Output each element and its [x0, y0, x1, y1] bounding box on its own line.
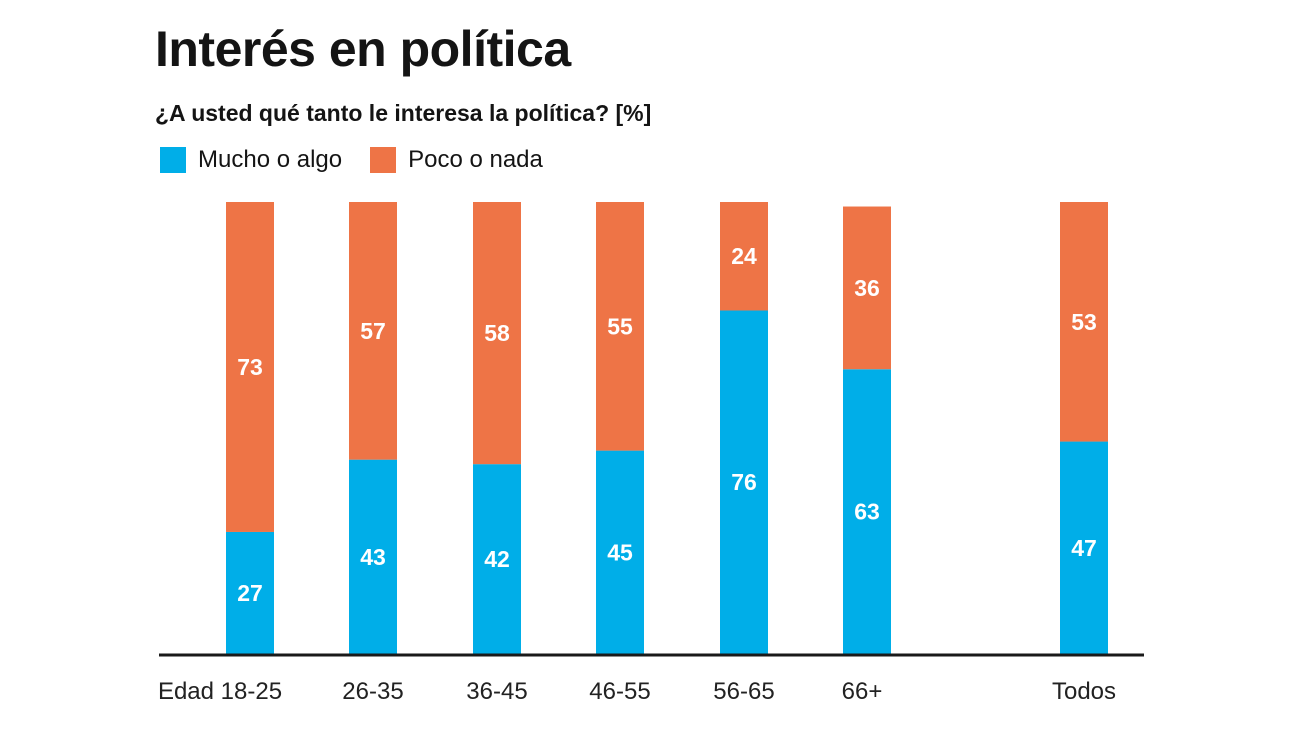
legend-label-mucho-o-algo: Mucho o algo: [198, 146, 343, 173]
data-label-poco-o-nada-1: 57: [360, 318, 386, 344]
data-label-poco-o-nada-3: 55: [607, 313, 633, 339]
legend-swatch-poco-o-nada: [370, 147, 397, 173]
bar-poco-o-nada-5: [843, 206, 891, 370]
data-label-poco-o-nada-0: 73: [237, 354, 263, 380]
legend-swatch-mucho-o-algo: [160, 147, 186, 173]
x-tick-label-1: 26-35: [342, 678, 403, 705]
x-tick-label-6: Todos: [1052, 678, 1116, 705]
bar-mucho-o-algo-4: [720, 310, 768, 654]
x-tick-label-0: Edad 18-25: [158, 678, 282, 705]
data-label-mucho-o-algo-2: 42: [484, 546, 510, 572]
bar-poco-o-nada-3: [596, 202, 644, 451]
chart-subtitle: ¿A usted qué tanto le interesa la políti…: [155, 100, 652, 126]
data-label-mucho-o-algo-0: 27: [237, 580, 263, 606]
bar-poco-o-nada-2: [473, 202, 521, 465]
data-label-poco-o-nada-2: 58: [484, 320, 510, 346]
bar-poco-o-nada-0: [226, 202, 274, 532]
data-label-mucho-o-algo-4: 76: [731, 469, 757, 495]
x-tick-label-4: 56-65: [713, 678, 774, 705]
bar-mucho-o-algo-5: [843, 369, 891, 654]
bar-mucho-o-algo-6: [1060, 441, 1108, 654]
bar-poco-o-nada-1: [349, 202, 397, 460]
x-tick-label-5: 66+: [842, 678, 883, 705]
data-label-poco-o-nada-6: 53: [1071, 309, 1097, 335]
data-label-mucho-o-algo-5: 63: [854, 499, 880, 525]
data-label-mucho-o-algo-6: 47: [1071, 535, 1097, 561]
x-tick-label-3: 46-55: [589, 678, 650, 705]
chart-title: Interés en política: [155, 21, 571, 77]
data-label-poco-o-nada-5: 36: [854, 275, 880, 301]
data-label-poco-o-nada-4: 24: [731, 243, 757, 269]
legend-item-poco-o-nada: Poco o nada: [370, 146, 543, 174]
legend-item-mucho-o-algo: Mucho o algo: [160, 146, 342, 174]
x-tick-label-2: 36-45: [466, 678, 527, 705]
bar-mucho-o-algo-0: [226, 531, 274, 654]
bar-mucho-o-algo-1: [349, 459, 397, 654]
bar-mucho-o-algo-2: [473, 464, 521, 654]
data-label-mucho-o-algo-3: 45: [607, 539, 633, 565]
bar-poco-o-nada-4: [720, 202, 768, 311]
legend: Mucho o algo Poco o nada: [160, 146, 571, 174]
bar-mucho-o-algo-3: [596, 450, 644, 654]
legend-label-poco-o-nada: Poco o nada: [408, 146, 543, 173]
bar-poco-o-nada-6: [1060, 202, 1108, 442]
data-label-mucho-o-algo-1: 43: [360, 544, 386, 570]
